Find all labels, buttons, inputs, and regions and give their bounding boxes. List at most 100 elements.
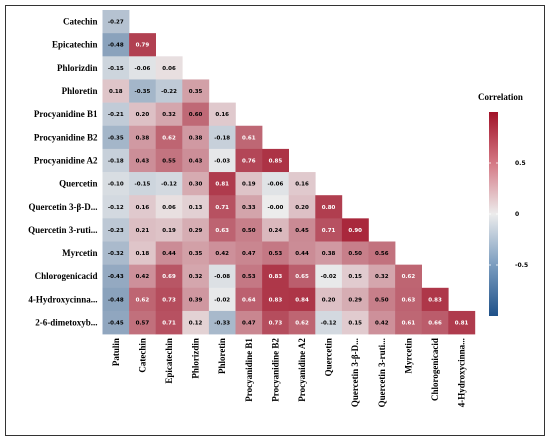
- cell-value-label: 0.61: [402, 321, 416, 327]
- legend-tick-label: -0.5: [515, 262, 528, 269]
- cell-value-label: 0.18: [136, 251, 150, 257]
- cell-value-label: -0.33: [214, 321, 230, 327]
- heatmap-cell: [155, 264, 183, 289]
- heatmap-cell: [129, 241, 156, 265]
- heatmap-cell: [208, 287, 236, 312]
- heatmap-cell: [129, 310, 156, 335]
- heatmap-cell: [208, 148, 236, 173]
- heatmap-cell: [262, 148, 289, 173]
- row-label: Quercetin 3-β-D...: [28, 202, 97, 212]
- cell-value-label: 0.20: [295, 205, 309, 211]
- column-label: Quercetin: [324, 338, 334, 376]
- heatmap-cell: [208, 125, 236, 150]
- cell-value-label: -0.18: [108, 158, 124, 164]
- cell-value-label: -0.00: [267, 205, 283, 211]
- cell-value-label: 0.20: [136, 112, 150, 118]
- cell-value-label: -0.12: [108, 205, 124, 211]
- legend-tick-label: 0: [515, 211, 519, 218]
- cell-value-label: 0.81: [215, 182, 229, 188]
- legend: Correlation 0.5 0 -0.5: [478, 92, 528, 316]
- heatmap-cell: [182, 218, 210, 242]
- cell-value-label: 0.13: [189, 205, 203, 211]
- heatmap-cell: [102, 79, 130, 103]
- cell-value-label: 0.71: [322, 228, 336, 234]
- heatmap-cell: [288, 264, 316, 289]
- cell-value-label: 0.44: [295, 251, 309, 257]
- heatmap-cell: [155, 79, 183, 103]
- heatmap-cell: [102, 218, 130, 242]
- column-label: Epicatechin: [164, 338, 174, 384]
- cell-value-label: 0.29: [348, 297, 362, 303]
- cell-value-label: 0.35: [189, 251, 203, 257]
- heatmap-cell: [155, 241, 183, 265]
- heatmap-cell: [395, 287, 422, 312]
- heatmap-cell: [129, 56, 156, 80]
- heatmap-cell: [208, 241, 236, 265]
- cell-value-label: -0.18: [214, 135, 230, 141]
- heatmap-cell: [341, 218, 369, 242]
- heatmap-cell: [155, 310, 183, 335]
- cell-value-label: -0.12: [161, 182, 177, 188]
- cell-value-label: 0.42: [215, 251, 229, 257]
- cell-value-label: 0.76: [242, 158, 256, 164]
- cell-value-label: -0.45: [108, 321, 124, 327]
- row-label: Epicatechin: [52, 40, 98, 50]
- cell-value-label: 0.45: [295, 228, 309, 234]
- row-label: Procyanidine B2: [34, 132, 98, 142]
- heatmap-cell: [262, 287, 289, 312]
- cell-value-label: 0.43: [136, 158, 150, 164]
- heatmap-cell: [315, 218, 343, 242]
- cell-value-label: 0.06: [162, 205, 176, 211]
- heatmap-cell: [288, 195, 316, 219]
- row-label: Phlorizdin: [57, 63, 98, 73]
- cell-value-label: 0.79: [136, 43, 150, 49]
- row-label: 2-6-dimetoxyb...: [35, 318, 97, 328]
- cell-value-label: -0.21: [108, 112, 124, 118]
- cell-value-label: -0.15: [134, 182, 150, 188]
- row-label: Myrcetin: [62, 248, 97, 258]
- heatmap-cell: [129, 195, 156, 219]
- heatmap-cell: [102, 264, 130, 289]
- heatmap-cell: [208, 310, 236, 335]
- heatmap-cell: [155, 125, 183, 150]
- heatmap-cell: [129, 79, 156, 103]
- cell-value-label: 0.90: [348, 228, 362, 234]
- cell-value-label: 0.12: [189, 321, 203, 327]
- column-label: Procyanidine B2: [270, 338, 280, 402]
- cell-value-label: -0.12: [321, 321, 337, 327]
- row-label: Quercetin: [59, 179, 97, 189]
- cell-value-label: -0.43: [108, 274, 124, 280]
- heatmap-cell: [235, 264, 263, 289]
- heatmap-cell: [102, 287, 130, 312]
- cell-value-label: 0.69: [162, 274, 176, 280]
- heatmap-cell: [155, 218, 183, 242]
- cell-value-label: 0.19: [242, 182, 256, 188]
- column-label: Catechin: [137, 338, 147, 373]
- cell-value-label: 0.24: [269, 228, 283, 234]
- heatmap-cell: [182, 102, 210, 127]
- heatmap-cell: [182, 195, 210, 219]
- cell-value-label: 0.44: [162, 251, 176, 257]
- heatmap-cell: [235, 241, 263, 265]
- heatmap-cell: [288, 172, 316, 196]
- heatmap-cell: [208, 172, 236, 196]
- row-label: 4-Hydroxycinna...: [28, 294, 97, 304]
- heatmap-cell: [288, 241, 316, 265]
- heatmap-cell: [235, 310, 263, 335]
- row-label: Phloretin: [62, 86, 98, 96]
- cell-value-label: 0.62: [162, 135, 176, 141]
- column-labels: Patulin Catechin Epicatechin Phlorizdin Phlo…: [111, 338, 467, 408]
- heatmap-cell: [102, 10, 130, 34]
- cell-value-label: 0.43: [189, 158, 203, 164]
- cell-value-label: -0.48: [108, 43, 124, 49]
- cell-value-label: 0.63: [215, 228, 229, 234]
- cell-value-label: 0.30: [189, 182, 203, 188]
- cell-value-label: 0.83: [269, 274, 283, 280]
- heatmap-cell: [182, 264, 210, 289]
- row-label: Procyanidine B1: [34, 109, 98, 119]
- row-label: Catechin: [63, 17, 98, 27]
- cell-value-label: 0.16: [215, 112, 229, 118]
- cell-value-label: 0.39: [189, 297, 203, 303]
- cell-value-label: 0.63: [402, 297, 416, 303]
